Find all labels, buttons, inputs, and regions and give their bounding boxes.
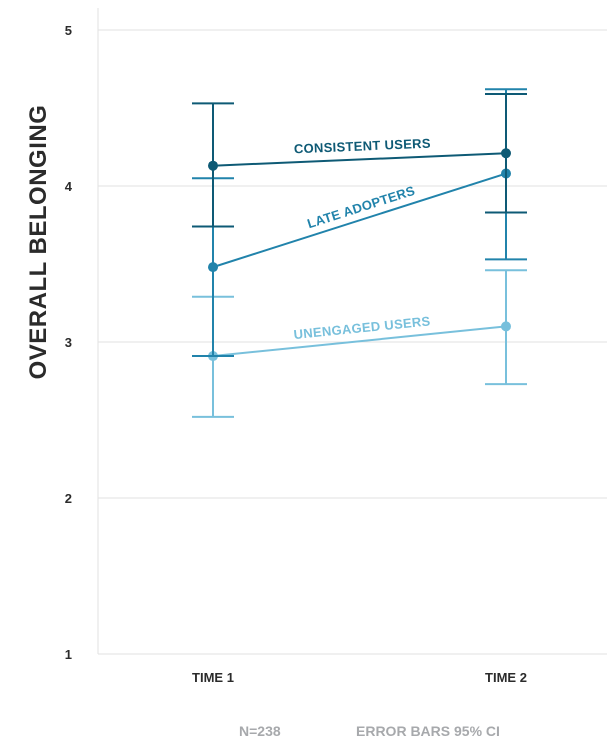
y-axis-label: OVERALL BELONGING bbox=[25, 105, 52, 380]
series-group: CONSISTENT USERS bbox=[192, 92, 527, 228]
y-tick-label: 5 bbox=[65, 23, 72, 38]
x-tick-label: TIME 2 bbox=[485, 670, 527, 685]
data-point bbox=[208, 262, 218, 273]
series-line bbox=[212, 152, 507, 167]
data-point bbox=[208, 160, 218, 171]
series-group: UNENGAGED USERS bbox=[192, 269, 527, 418]
sample-size-note: N=238 bbox=[239, 723, 281, 739]
series-label: CONSISTENT USERS bbox=[294, 136, 432, 157]
series-label: UNENGAGED USERS bbox=[293, 313, 431, 342]
data-point bbox=[501, 321, 511, 332]
data-point bbox=[501, 148, 511, 159]
x-tick-labels: TIME 1 TIME 2 bbox=[192, 670, 527, 685]
y-tick-label: 3 bbox=[65, 335, 72, 350]
y-tick-label: 4 bbox=[65, 179, 73, 194]
y-tick-label: 2 bbox=[65, 491, 72, 506]
error-bars-note: ERROR BARS 95% CI bbox=[356, 723, 500, 739]
series-group: LATE ADOPTERS bbox=[192, 88, 527, 358]
x-tick-label: TIME 1 bbox=[192, 670, 234, 685]
y-tick-labels: 1 2 3 4 5 bbox=[65, 23, 73, 662]
y-tick-label: 1 bbox=[65, 647, 72, 662]
series-line bbox=[212, 325, 507, 358]
series-line bbox=[212, 172, 507, 269]
